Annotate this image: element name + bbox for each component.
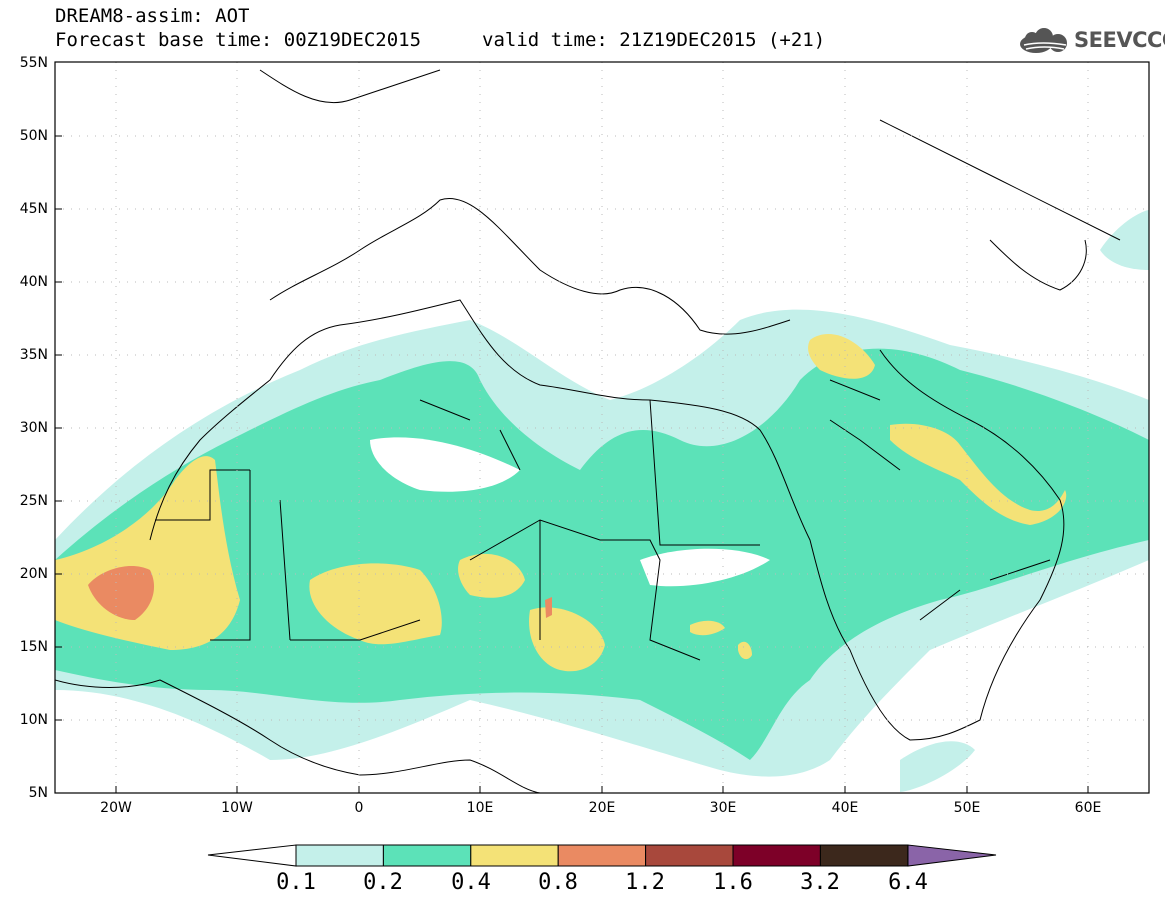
colorbar-label-0: 0.1 [276,870,316,895]
colorbar [207,844,997,867]
colorbar-label-5: 1.6 [713,870,753,895]
colorbar-box-2 [470,844,559,867]
lon-label-40e: 40E [831,800,859,816]
colorbar-box-0 [295,844,384,867]
lon-label-10e: 10E [466,800,494,816]
lon-label-20w: 20W [100,800,132,816]
colorbar-min-arrow [207,844,297,867]
lat-label-50n: 50N [19,128,48,144]
colorbar-box-4 [645,844,734,867]
lat-label-40n: 40N [19,274,48,290]
colorbar-max-arrow [907,844,997,867]
lat-label-55n: 55N [19,55,48,71]
lat-label-30n: 30N [19,420,48,436]
lat-label-45n: 45N [19,201,48,217]
lon-label-10w: 10W [221,800,253,816]
forecast-base-time: Forecast base time: 00Z19DEC2015 [55,29,422,51]
lon-label-20e: 20E [588,800,616,816]
colorbar-label-1: 0.2 [363,870,403,895]
lon-label-60e: 60E [1074,800,1102,816]
colorbar-label-2: 0.4 [451,870,491,895]
valid-time: valid time: 21Z19DEC2015 (+21) [482,29,826,51]
colorbar-box-5 [732,844,821,867]
colorbar-label-6: 3.2 [800,870,840,895]
lon-label-50e: 50E [953,800,981,816]
lon-label-0: 0 [354,800,364,816]
tick-marks [55,135,1089,793]
coastlines [55,69,1121,793]
map-title: DREAM8-assim: AOT [55,5,250,27]
lat-label-5n: 5N [28,785,48,801]
colorbar-label-3: 0.8 [538,870,578,895]
lat-label-25n: 25N [19,493,48,509]
lat-label-20n: 20N [19,566,48,582]
lat-label-15n: 15N [19,639,48,655]
cloud-icon [1020,28,1067,53]
lat-label-10n: 10N [19,712,48,728]
colorbar-box-1 [382,844,472,867]
lon-label-30e: 30E [709,800,737,816]
logo-text: SEEVCCC [1074,28,1165,52]
colorbar-box-6 [819,844,909,867]
colorbar-label-4: 1.2 [625,870,665,895]
colorbar-label-7: 6.4 [888,870,928,895]
lat-label-35n: 35N [19,347,48,363]
colorbar-box-3 [557,844,647,867]
